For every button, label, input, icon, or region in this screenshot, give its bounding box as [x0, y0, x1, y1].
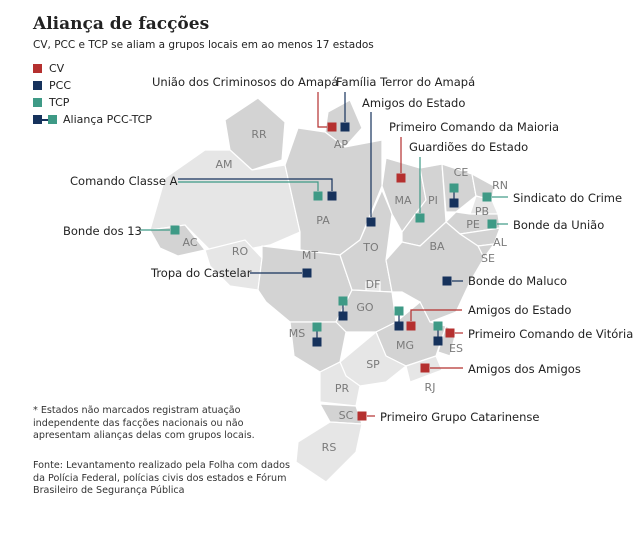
callout-label: Primeiro Comando de Vitória — [468, 327, 633, 341]
tcp-marker — [170, 225, 180, 235]
legend-label: PCC — [49, 79, 71, 92]
state-label: SE — [481, 252, 495, 265]
tcp-marker — [433, 321, 443, 331]
tcp-marker — [313, 191, 323, 201]
pcc-marker — [366, 217, 376, 227]
pcc-marker — [302, 268, 312, 278]
state-label: AM — [215, 158, 232, 171]
legend: CV PCC TCP Aliança PCC-TCP — [33, 60, 152, 128]
state-label: RJ — [425, 381, 436, 394]
state-label: MT — [302, 249, 318, 262]
cv-marker — [420, 363, 430, 373]
state-label: SC — [339, 409, 354, 422]
legend-tcp: TCP — [33, 94, 152, 111]
leader-line — [410, 309, 462, 321]
tcp-marker — [394, 306, 404, 316]
legend-cv: CV — [33, 60, 152, 77]
cv-marker — [327, 122, 337, 132]
state-label: MA — [394, 194, 411, 207]
state-label: MS — [289, 327, 305, 340]
tcp-swatch — [33, 98, 42, 107]
legend-pcc: PCC — [33, 77, 152, 94]
state-label: AP — [334, 138, 349, 151]
cv-marker — [396, 173, 406, 183]
cv-marker — [406, 321, 416, 331]
pcc-marker — [340, 122, 350, 132]
chart-title: Aliança de facções — [33, 14, 210, 34]
state-label: PA — [316, 214, 330, 227]
state-label: GO — [356, 301, 374, 314]
state-ba — [385, 221, 485, 323]
callout-label: União dos Criminosos do Amapá — [152, 75, 338, 89]
legend-label: TCP — [49, 96, 70, 109]
callout-label: Amigos dos Amigos — [468, 362, 581, 376]
pcc-marker — [442, 276, 452, 286]
leader-line — [178, 181, 319, 191]
pcc-marker — [433, 336, 443, 346]
callout-label: Guardiões do Estado — [409, 140, 528, 154]
pcc-marker — [312, 337, 322, 347]
cv-swatch — [33, 64, 42, 73]
cv-marker — [445, 328, 455, 338]
callout-label: Amigos do Estado — [468, 303, 571, 317]
pcc-marker — [394, 321, 404, 331]
callout-label: Bonde do Maluco — [468, 274, 567, 288]
state-label: TO — [362, 241, 379, 254]
state-label: AC — [182, 236, 197, 249]
callout-label: Bonde da União — [513, 218, 604, 232]
callout-label: Bonde dos 13 — [63, 224, 142, 238]
tcp-marker — [415, 213, 425, 223]
callout-label: Família Terror do Amapá — [336, 75, 475, 89]
state-label: PI — [428, 194, 438, 207]
legend-alliance: Aliança PCC-TCP — [33, 111, 152, 128]
state-label: MG — [396, 339, 414, 352]
state-label: RN — [492, 179, 508, 192]
tcp-marker — [338, 296, 348, 306]
state-label: PR — [335, 382, 350, 395]
pcc-swatch — [33, 81, 42, 90]
callout-label: Amigos do Estado — [362, 96, 465, 110]
footnote: * Estados não marcados registram atuação… — [33, 405, 255, 441]
cv-marker — [357, 411, 367, 421]
state-pr — [319, 361, 361, 407]
tcp-marker — [312, 322, 322, 332]
tcp-marker — [487, 219, 497, 229]
state-label: SP — [366, 358, 380, 371]
state-label: CE — [454, 166, 469, 179]
state-label: RO — [232, 245, 249, 258]
callout-label: Primeiro Grupo Catarinense — [380, 410, 540, 424]
chart-subtitle: CV, PCC e TCP se aliam a grupos locais e… — [33, 39, 374, 51]
pcc-marker — [338, 311, 348, 321]
state-label: AL — [493, 236, 508, 249]
state-label: ES — [449, 342, 463, 355]
state-label: PB — [475, 205, 489, 218]
callout-label: Comando Classe A — [70, 174, 178, 188]
callout-label: Sindicato do Crime — [513, 191, 622, 205]
leader-line — [178, 178, 333, 191]
state-label: RR — [251, 128, 267, 141]
state-label: RS — [322, 441, 337, 454]
legend-label: CV — [49, 62, 65, 75]
tcp-marker — [482, 192, 492, 202]
tcp-marker — [449, 183, 459, 193]
pcc-marker — [327, 191, 337, 201]
callout-label: Primeiro Comando da Maioria — [389, 120, 559, 134]
source-note: Fonte: Levantamento realizado pela Folha… — [33, 460, 290, 496]
state-label: PE — [466, 218, 480, 231]
legend-label: Aliança PCC-TCP — [63, 113, 152, 126]
callout-label: Tropa do Castelar — [150, 266, 252, 280]
state-rs — [295, 421, 363, 483]
state-label: BA — [429, 240, 445, 253]
state-label: DF — [366, 278, 381, 291]
alliance-swatch — [33, 115, 57, 124]
leader-line — [317, 92, 327, 128]
pcc-marker — [449, 198, 459, 208]
